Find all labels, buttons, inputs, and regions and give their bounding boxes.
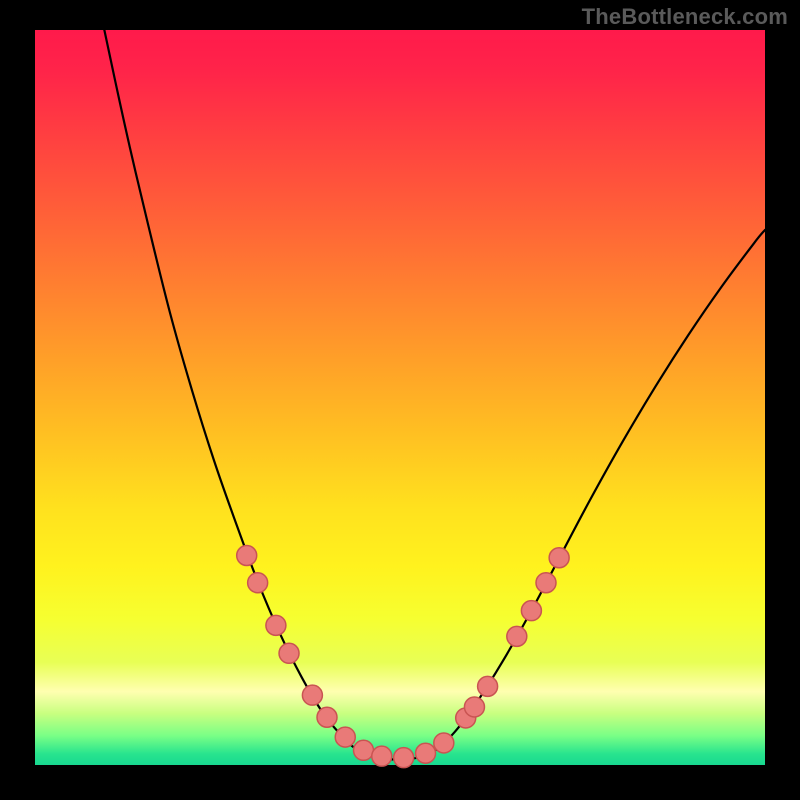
data-dot (464, 697, 484, 717)
bottleneck-chart (0, 0, 800, 800)
data-dot (507, 626, 527, 646)
data-dot (248, 573, 268, 593)
data-dot (302, 685, 322, 705)
data-dot (521, 601, 541, 621)
data-dot (279, 643, 299, 663)
data-dot (372, 746, 392, 766)
data-dot (354, 740, 374, 760)
data-dot (434, 733, 454, 753)
data-dot (394, 748, 414, 768)
data-dot (237, 546, 257, 566)
data-dot (536, 573, 556, 593)
data-dot (549, 548, 569, 568)
data-dot (335, 727, 355, 747)
data-dot (317, 707, 337, 727)
data-dot (478, 676, 498, 696)
gradient-background (35, 30, 765, 765)
watermark-text: TheBottleneck.com (582, 4, 788, 30)
chart-frame: TheBottleneck.com (0, 0, 800, 800)
data-dot (416, 743, 436, 763)
data-dot (266, 615, 286, 635)
